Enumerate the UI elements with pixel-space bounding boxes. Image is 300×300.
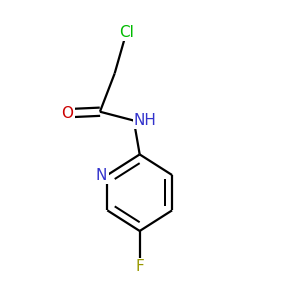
Text: F: F bbox=[135, 259, 144, 274]
Text: NH: NH bbox=[134, 113, 157, 128]
Text: O: O bbox=[61, 106, 74, 121]
Text: Cl: Cl bbox=[119, 25, 134, 40]
Text: N: N bbox=[96, 167, 107, 182]
